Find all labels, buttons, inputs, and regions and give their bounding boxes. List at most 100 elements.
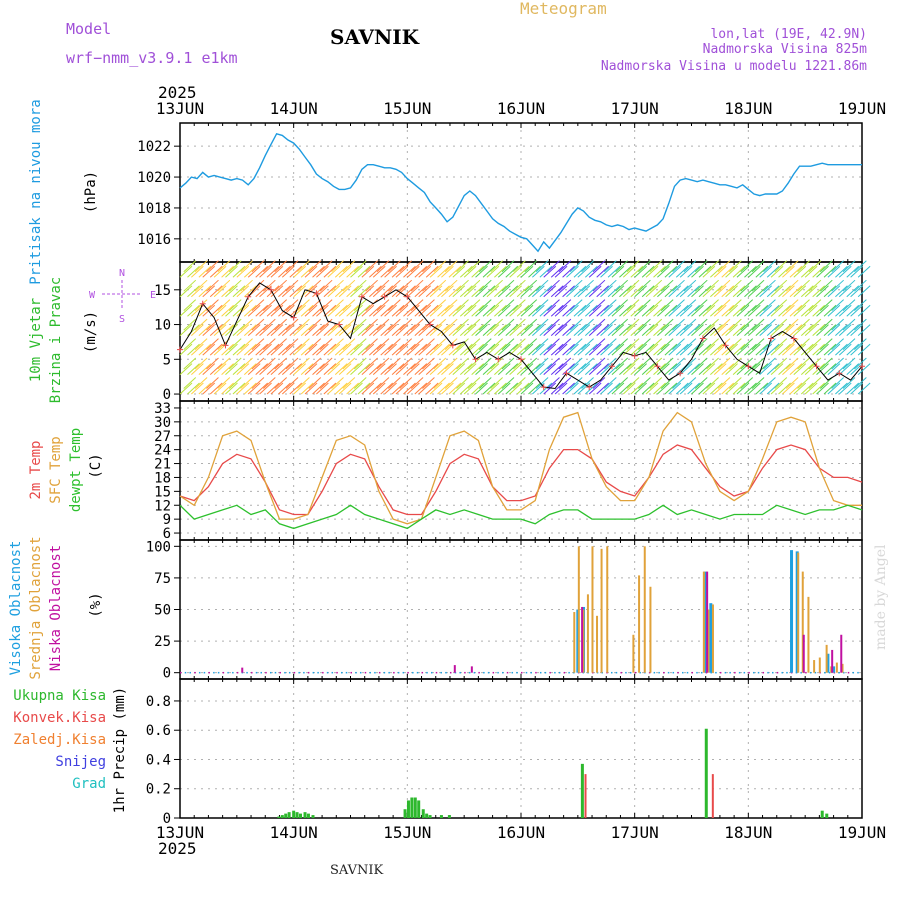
model-altitude-label: Nadmorska Visina u modelu 1221.86m: [601, 59, 867, 74]
wind-barb: [361, 343, 375, 356]
wind-barb: [835, 324, 848, 337]
wind-barb: [297, 299, 310, 312]
wind-barb: [653, 324, 666, 337]
wind-barb: [588, 382, 602, 395]
temperature-y-tick-label: 18: [154, 470, 171, 486]
wind-barb: [448, 363, 462, 375]
wind-barb: [835, 343, 848, 356]
wind-barb: [422, 357, 435, 370]
wind-barb: [641, 363, 655, 375]
wind-barb: [429, 363, 443, 375]
wind-barb: [471, 343, 485, 356]
wind-barb: [331, 299, 344, 312]
wind-barb: [475, 265, 488, 278]
wind-barb: [236, 304, 250, 317]
x-tick-label-bottom: 17JUN: [611, 823, 659, 842]
wind-barb: [713, 343, 727, 356]
wind-side-label-2: Brzina i Pravac: [48, 277, 64, 403]
wind-barb: [262, 338, 276, 350]
wind-barb: [797, 318, 810, 331]
wind-barb: [365, 279, 378, 292]
wind-barb: [532, 363, 545, 375]
wind-barb: [308, 318, 322, 331]
wind-barb: [448, 285, 462, 298]
wind-barb: [694, 279, 708, 292]
wind-barb: [475, 324, 488, 337]
wind-barb: [554, 285, 568, 298]
wind-barb: [297, 357, 310, 370]
wind-barb: [558, 299, 572, 312]
precip-unit-label: 1hr Precip (mm): [112, 687, 128, 813]
wind-barb: [600, 285, 613, 298]
wind-barb: [452, 285, 466, 298]
wind-barb: [547, 338, 560, 350]
wind-barb: [562, 324, 575, 337]
wind-barb: [729, 357, 742, 370]
wind-barb: [448, 304, 462, 317]
wind-barb: [251, 357, 265, 370]
wind-barb: [316, 265, 329, 278]
wind-barb: [804, 304, 818, 317]
wind-barb: [759, 285, 773, 298]
year-bottom: 2025: [158, 839, 197, 858]
wind-barb: [232, 324, 246, 337]
wind-barb: [463, 324, 477, 337]
wind-barb: [380, 382, 394, 395]
wind-barb: [766, 304, 780, 317]
wind-barb: [846, 324, 860, 337]
wind-barb: [403, 324, 416, 337]
cloud-bar: [841, 663, 844, 673]
wind-barb: [285, 318, 299, 331]
cloud-bar: [606, 546, 609, 673]
wind-barb: [353, 299, 367, 312]
wind-barb: [789, 363, 803, 375]
wind-barb: [679, 343, 693, 356]
x-tick-label-top: 19JUN: [838, 99, 886, 118]
wind-barb: [399, 279, 413, 292]
wind-barb: [857, 265, 871, 278]
wind-barb: [228, 299, 242, 312]
wind-barb: [225, 382, 238, 395]
wind-barb: [198, 382, 212, 395]
wind-barb: [588, 363, 602, 375]
wind-barb: [660, 279, 674, 292]
wind-barb: [782, 363, 795, 375]
cloud-bar: [581, 606, 584, 673]
precip-bar: [825, 813, 829, 818]
wind-barb: [569, 279, 583, 292]
wind-barb: [838, 265, 852, 278]
wind-barb: [554, 382, 568, 395]
wind-barb: [759, 382, 773, 395]
wind-barb: [243, 363, 257, 375]
wind-barb: [418, 324, 432, 337]
wind-barb: [622, 285, 636, 298]
wind-barb: [342, 299, 356, 312]
x-tick-label-bottom: 16JUN: [497, 823, 545, 842]
wind-barb: [838, 343, 852, 356]
wind-barb: [497, 304, 511, 317]
wind-barb: [615, 377, 629, 389]
wind-barb: [357, 285, 371, 298]
wind-barb: [528, 343, 541, 356]
wind-barb: [475, 343, 488, 356]
wind-barb: [441, 382, 454, 395]
wind-barb: [645, 265, 659, 278]
wind-barb: [800, 304, 814, 317]
wind-barb: [584, 382, 598, 395]
wind-barb: [584, 265, 598, 278]
wind-barb: [490, 279, 503, 292]
temperature-y-tick-label: 24: [154, 443, 171, 459]
wind-barb: [747, 265, 761, 278]
wind-barb: [645, 382, 659, 395]
wind-barb: [615, 338, 629, 350]
cloud-bar: [596, 615, 599, 673]
wind-barb: [694, 377, 708, 389]
precip-bar: [584, 774, 587, 818]
wind-barb: [433, 279, 447, 292]
wind-barb: [657, 343, 670, 356]
wind-barb: [255, 304, 269, 317]
wind-barb: [486, 304, 500, 317]
wind-barb: [725, 304, 738, 317]
wind-barb: [217, 279, 231, 292]
wind-barb: [414, 363, 428, 375]
